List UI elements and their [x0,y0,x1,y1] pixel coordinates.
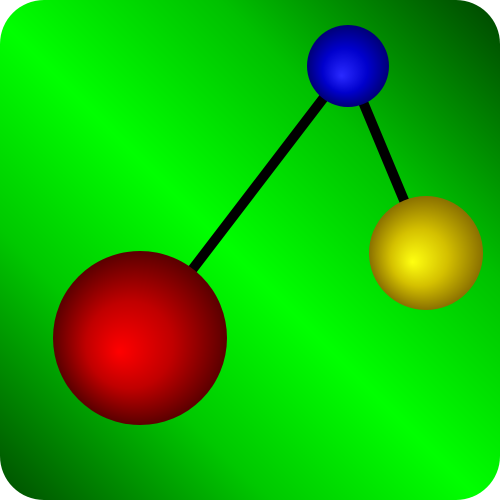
blue-atom-node [307,25,389,107]
yellow-atom-node [369,196,483,310]
red-atom-node [53,251,227,425]
